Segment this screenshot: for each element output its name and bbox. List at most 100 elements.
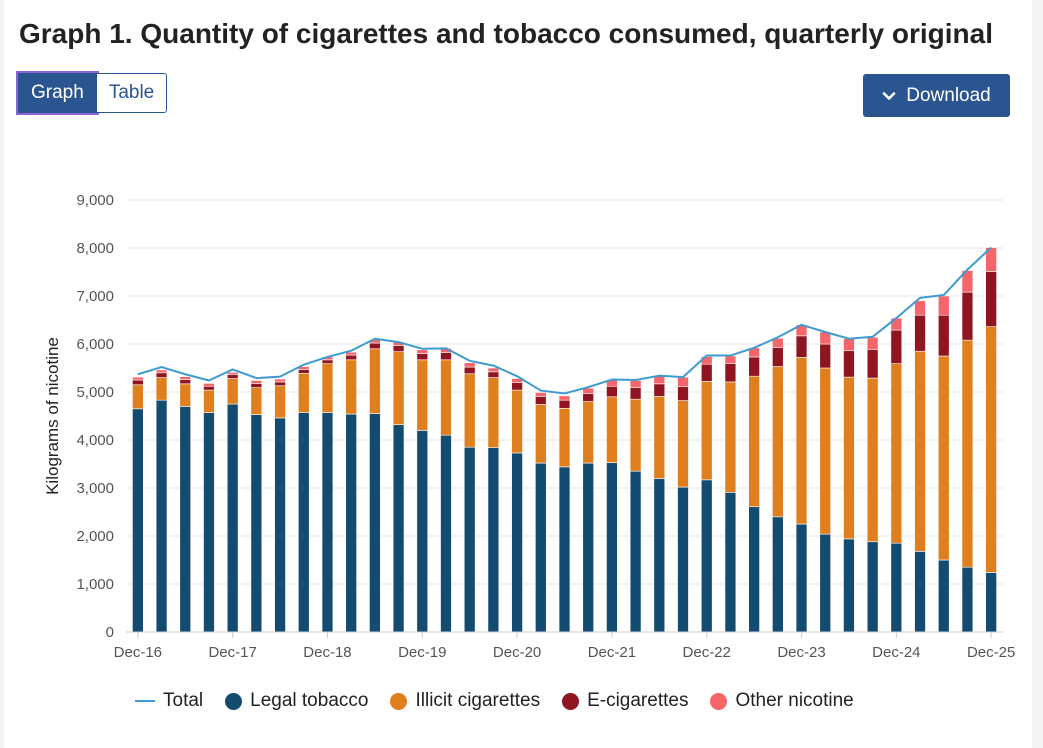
bar-segment-other[interactable] bbox=[345, 351, 357, 356]
bar-segment-other[interactable] bbox=[203, 383, 215, 387]
bar-segment-legal[interactable] bbox=[606, 462, 618, 633]
bar-segment-legal[interactable] bbox=[629, 470, 642, 633]
bar-segment-ecig[interactable] bbox=[629, 387, 642, 400]
bar-segment-legal[interactable] bbox=[250, 414, 263, 633]
bar-segment-ecig[interactable] bbox=[226, 374, 239, 379]
bar-stack[interactable] bbox=[961, 270, 974, 633]
bar-segment-illicit[interactable] bbox=[748, 375, 760, 508]
bar-segment-ecig[interactable] bbox=[132, 379, 144, 386]
bar-stack[interactable] bbox=[629, 380, 642, 633]
bar-segment-ecig[interactable] bbox=[795, 335, 808, 358]
bar-segment-legal[interactable] bbox=[653, 478, 666, 633]
bar-segment-illicit[interactable] bbox=[321, 363, 334, 413]
bar-segment-illicit[interactable] bbox=[937, 355, 950, 561]
bar-stack[interactable] bbox=[345, 351, 357, 633]
bar-segment-other[interactable] bbox=[724, 355, 737, 364]
bar-segment-ecig[interactable] bbox=[535, 396, 547, 405]
legend-item-other-nicotine[interactable]: Other nicotine bbox=[710, 690, 854, 712]
bar-segment-illicit[interactable] bbox=[463, 373, 476, 448]
bar-segment-ecig[interactable] bbox=[321, 359, 334, 364]
bar-segment-ecig[interactable] bbox=[369, 342, 381, 350]
bar-stack[interactable] bbox=[298, 366, 310, 633]
bar-segment-legal[interactable] bbox=[463, 446, 476, 633]
bar-stack[interactable] bbox=[653, 375, 666, 633]
bar-segment-ecig[interactable] bbox=[724, 363, 737, 383]
bar-segment-legal[interactable] bbox=[772, 516, 784, 633]
bar-segment-legal[interactable] bbox=[582, 462, 594, 633]
legend-item-total[interactable]: Total bbox=[135, 690, 203, 712]
bar-segment-legal[interactable] bbox=[724, 492, 737, 633]
bar-segment-other[interactable] bbox=[416, 349, 429, 354]
bar-segment-ecig[interactable] bbox=[440, 352, 452, 361]
bar-segment-ecig[interactable] bbox=[985, 271, 997, 328]
bar-segment-ecig[interactable] bbox=[653, 383, 666, 397]
tab-graph[interactable]: Graph bbox=[16, 71, 99, 115]
bar-segment-legal[interactable] bbox=[985, 572, 997, 633]
bar-segment-illicit[interactable] bbox=[558, 408, 571, 468]
bar-segment-illicit[interactable] bbox=[345, 359, 357, 415]
bar-stack[interactable] bbox=[843, 338, 855, 633]
bar-segment-illicit[interactable] bbox=[440, 359, 452, 436]
bar-segment-illicit[interactable] bbox=[677, 400, 689, 488]
bar-segment-ecig[interactable] bbox=[345, 354, 357, 361]
bar-segment-other[interactable] bbox=[250, 380, 263, 384]
bar-stack[interactable] bbox=[416, 349, 429, 633]
bar-segment-ecig[interactable] bbox=[558, 399, 571, 409]
bar-segment-legal[interactable] bbox=[937, 559, 950, 633]
bar-segment-ecig[interactable] bbox=[487, 371, 500, 378]
bar-segment-ecig[interactable] bbox=[866, 348, 879, 379]
bar-segment-other[interactable] bbox=[274, 378, 286, 383]
bar-stack[interactable] bbox=[606, 379, 618, 633]
bar-segment-illicit[interactable] bbox=[914, 350, 926, 552]
bar-stack[interactable] bbox=[179, 376, 192, 633]
bar-segment-illicit[interactable] bbox=[653, 396, 666, 479]
bar-stack[interactable] bbox=[487, 367, 500, 633]
bar-segment-legal[interactable] bbox=[535, 462, 547, 633]
bar-stack[interactable] bbox=[440, 348, 452, 633]
bar-stack[interactable] bbox=[250, 380, 263, 633]
bar-stack[interactable] bbox=[226, 372, 239, 633]
bar-segment-legal[interactable] bbox=[843, 538, 855, 633]
bar-segment-other[interactable] bbox=[132, 376, 144, 381]
bar-segment-illicit[interactable] bbox=[226, 378, 239, 405]
bar-segment-legal[interactable] bbox=[748, 506, 760, 633]
bar-segment-ecig[interactable] bbox=[606, 385, 618, 398]
bar-segment-illicit[interactable] bbox=[392, 351, 405, 425]
bar-segment-ecig[interactable] bbox=[961, 291, 974, 341]
bar-segment-ecig[interactable] bbox=[298, 369, 310, 374]
bar-segment-legal[interactable] bbox=[132, 408, 144, 633]
legend-item-legal-tobacco[interactable]: Legal tobacco bbox=[225, 690, 368, 712]
bar-stack[interactable] bbox=[582, 387, 594, 633]
bar-segment-ecig[interactable] bbox=[463, 366, 476, 375]
bar-segment-ecig[interactable] bbox=[250, 383, 263, 388]
bar-segment-other[interactable] bbox=[866, 336, 879, 350]
bar-segment-other[interactable] bbox=[535, 392, 547, 397]
bar-stack[interactable] bbox=[772, 337, 784, 633]
bar-segment-illicit[interactable] bbox=[535, 404, 547, 464]
bar-segment-legal[interactable] bbox=[890, 542, 903, 633]
bar-segment-other[interactable] bbox=[937, 295, 950, 316]
bar-segment-illicit[interactable] bbox=[819, 367, 831, 535]
bar-stack[interactable] bbox=[748, 347, 760, 633]
bar-segment-ecig[interactable] bbox=[843, 350, 855, 378]
bar-segment-legal[interactable] bbox=[487, 447, 500, 633]
bar-segment-legal[interactable] bbox=[416, 430, 429, 633]
bar-segment-illicit[interactable] bbox=[724, 381, 737, 493]
bar-segment-legal[interactable] bbox=[369, 413, 381, 633]
bar-segment-other[interactable] bbox=[629, 380, 642, 388]
bar-segment-other[interactable] bbox=[558, 395, 571, 401]
bar-segment-ecig[interactable] bbox=[179, 379, 192, 385]
bar-segment-ecig[interactable] bbox=[890, 329, 903, 364]
bar-segment-illicit[interactable] bbox=[369, 348, 381, 414]
bar-segment-legal[interactable] bbox=[179, 406, 192, 633]
bar-segment-legal[interactable] bbox=[677, 486, 689, 633]
bar-segment-ecig[interactable] bbox=[748, 356, 760, 377]
bar-segment-illicit[interactable] bbox=[132, 384, 144, 410]
bar-stack[interactable] bbox=[819, 331, 831, 633]
bar-segment-illicit[interactable] bbox=[487, 377, 500, 448]
bar-stack[interactable] bbox=[890, 317, 903, 633]
bar-segment-legal[interactable] bbox=[511, 452, 523, 633]
bar-segment-illicit[interactable] bbox=[985, 326, 997, 573]
bar-segment-illicit[interactable] bbox=[250, 387, 263, 415]
bar-segment-illicit[interactable] bbox=[961, 339, 974, 568]
